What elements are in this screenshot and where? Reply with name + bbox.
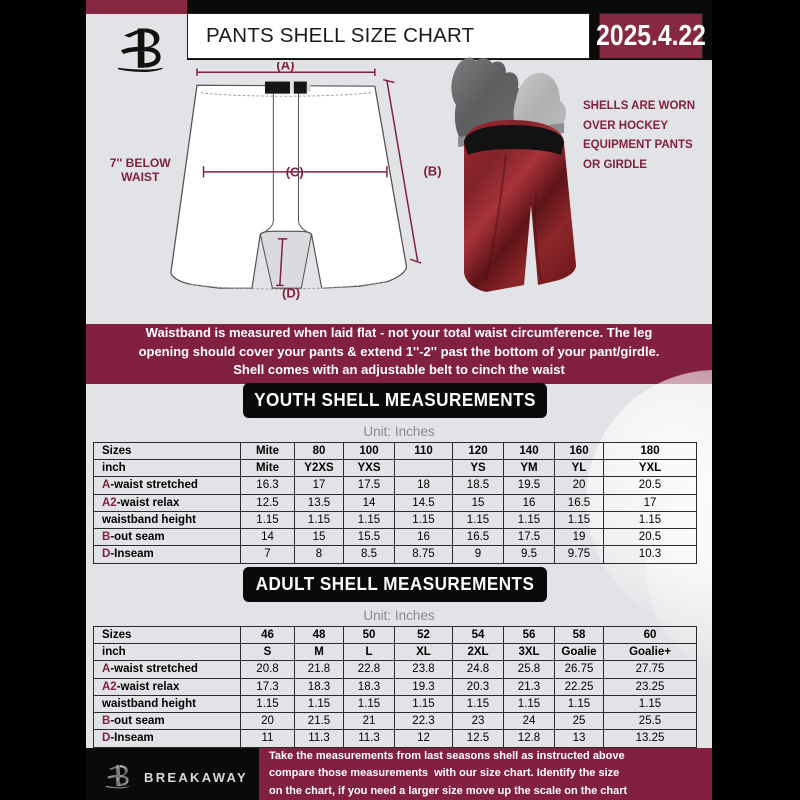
svg-text:WAIST: WAIST [121, 170, 160, 184]
svg-text:7'' BELOW: 7'' BELOW [110, 156, 171, 170]
svg-text:(D): (D) [282, 285, 300, 300]
svg-text:(A): (A) [276, 62, 294, 72]
svg-text:(C): (C) [286, 164, 304, 179]
